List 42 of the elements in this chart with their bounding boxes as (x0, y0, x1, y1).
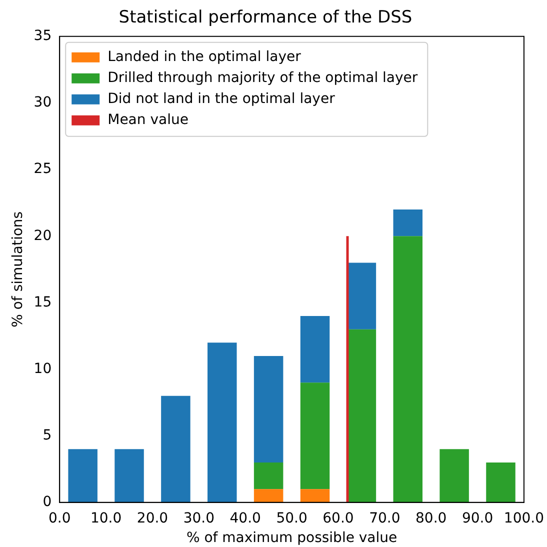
bar (393, 236, 422, 502)
bar (346, 329, 376, 502)
bar (300, 316, 330, 383)
x-tick-label: 40.0 (230, 510, 261, 526)
x-tick-label: 30.0 (183, 510, 215, 526)
x-tick-label: 100.0 (504, 510, 544, 526)
legend-label: Did not land in the optimal layer (108, 91, 336, 108)
bar (161, 396, 190, 502)
x-tick-label: 70.0 (369, 510, 400, 526)
bar (254, 462, 284, 490)
y-tick-label: 35 (34, 28, 52, 44)
y-tick-label: 15 (34, 294, 52, 310)
x-tick-label: 60.0 (322, 510, 354, 526)
bar (300, 489, 330, 502)
bar (440, 449, 469, 502)
bar (68, 449, 98, 502)
bar (254, 356, 284, 462)
x-tick-label: 80.0 (416, 510, 447, 526)
x-tick-label: 20.0 (136, 510, 168, 526)
y-tick-label: 20 (34, 228, 52, 244)
bar (300, 382, 330, 490)
chart-title: Statistical performance of the DSS (118, 8, 412, 28)
legend-label: Landed in the optimal layer (108, 49, 302, 66)
legend-label: Mean value (108, 112, 188, 128)
x-tick-label: 50.0 (276, 510, 308, 526)
bar (486, 462, 516, 502)
x-tick-label: 90.0 (462, 510, 494, 526)
y-tick-label: 25 (34, 161, 52, 178)
bar (346, 262, 376, 330)
x-axis-title: % of maximum possible value (186, 530, 398, 546)
y-tick-label: 5 (42, 427, 52, 444)
y-axis-title: % of simulations (10, 211, 26, 328)
y-tick-label: 30 (34, 94, 52, 111)
bar (254, 489, 284, 502)
y-tick-label: 10 (34, 360, 52, 377)
bar (393, 209, 422, 236)
x-tick-label: 10.0 (90, 510, 122, 526)
x-tick-label: 0.0 (48, 510, 71, 526)
bar (114, 449, 144, 502)
legend-label: Drilled through majority of the optimal layer (108, 70, 418, 86)
y-tick-label: 0 (42, 494, 52, 510)
bar (208, 342, 237, 502)
